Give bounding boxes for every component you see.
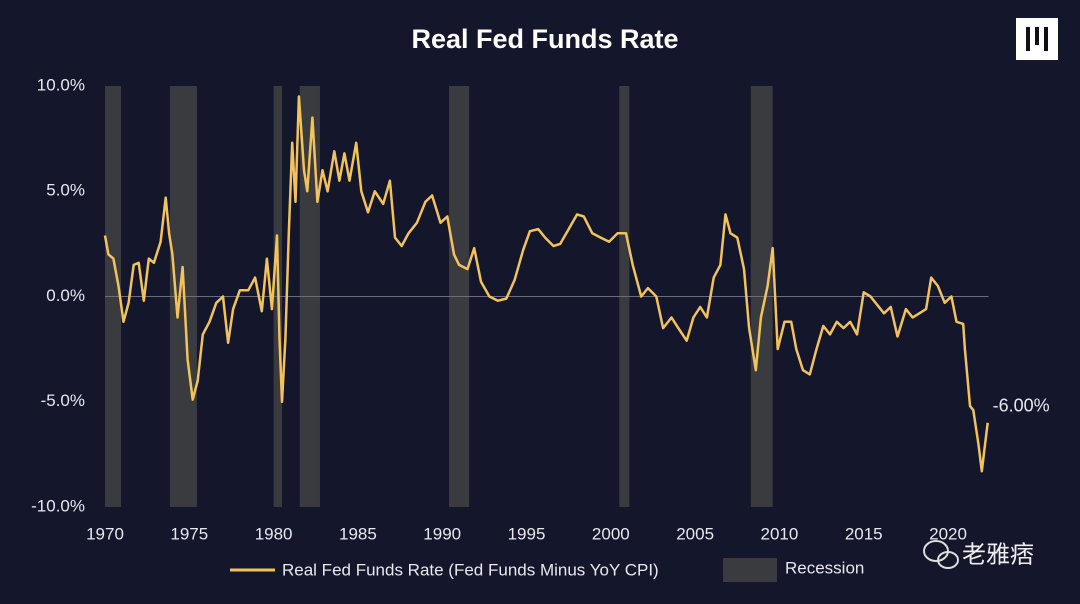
series-line: [103, 95, 989, 473]
x-tick-label: 1990: [423, 524, 461, 543]
x-tick-label: 2005: [676, 524, 714, 543]
x-tick-label: 1975: [170, 524, 208, 543]
watermark: 老雅痞: [962, 541, 1034, 568]
y-tick-label: -5.0%: [41, 391, 85, 410]
y-tick-label: 0.0%: [46, 286, 85, 305]
x-tick-label: 1980: [255, 524, 293, 543]
x-tick-label: 2020: [929, 524, 967, 543]
y-tick-label: 5.0%: [46, 181, 85, 200]
legend-label: Recession: [785, 558, 864, 577]
legend-label: Real Fed Funds Rate (Fed Funds Minus YoY…: [282, 560, 659, 579]
x-tick-label: 2015: [845, 524, 883, 543]
watermark-icon: [923, 540, 959, 569]
x-tick-label: 1970: [86, 524, 124, 543]
x-tick-label: 2010: [761, 524, 799, 543]
y-tick-label: -10.0%: [31, 496, 85, 515]
logo: [1016, 18, 1058, 60]
end-label: -6.00%: [993, 396, 1050, 416]
x-tick-label: 1995: [508, 524, 546, 543]
x-tick-label: 1985: [339, 524, 377, 543]
x-tick-label: 2000: [592, 524, 630, 543]
y-tick-label: 10.0%: [37, 75, 85, 94]
chart-title: Real Fed Funds Rate: [411, 24, 678, 54]
legend-recession-swatch: [723, 558, 777, 582]
